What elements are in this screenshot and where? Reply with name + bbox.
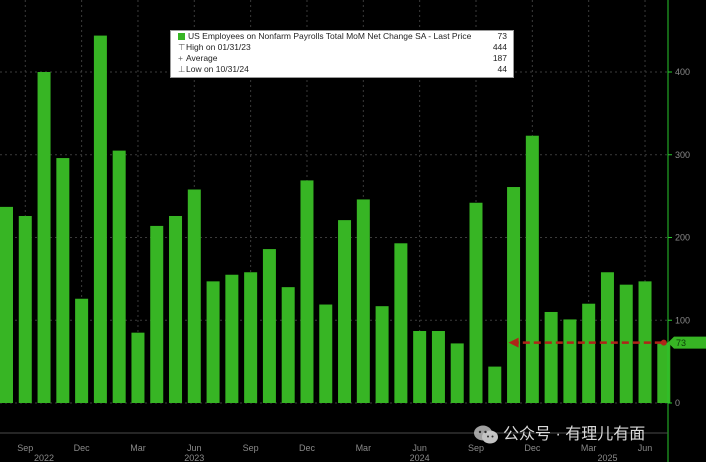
- bar: [131, 332, 145, 403]
- bar: [375, 306, 389, 403]
- arrow-head: [508, 337, 519, 348]
- year-label: 2022: [34, 453, 54, 462]
- x-tick-label: Mar: [356, 443, 372, 453]
- low-marker-icon: ⊥: [178, 64, 186, 74]
- bar: [356, 199, 370, 403]
- bar: [75, 298, 89, 403]
- bar: [0, 206, 13, 403]
- bar: [300, 180, 314, 403]
- watermark: 公众号 · 有理儿有面: [473, 420, 698, 450]
- bar: [450, 343, 464, 403]
- legend: US Employees on Nonfarm Payrolls Total M…: [170, 30, 514, 78]
- bar: [112, 150, 126, 403]
- bar: [169, 215, 183, 403]
- x-tick-label: Jun: [638, 443, 653, 453]
- bar: [544, 311, 558, 403]
- wechat-icon: [474, 425, 498, 444]
- bar: [469, 202, 483, 403]
- x-tick-label: Mar: [130, 443, 146, 453]
- bar: [150, 225, 164, 403]
- x-tick-label: Dec: [74, 443, 91, 453]
- legend-low-row: ⊥Low on 10/31/24 44: [171, 64, 513, 75]
- watermark-text: 公众号 · 有理儿有面: [503, 426, 646, 443]
- last-price-label: 73: [676, 338, 686, 348]
- bar: [56, 158, 70, 403]
- last-price-arrow: [508, 337, 667, 348]
- x-tick-label: Sep: [243, 443, 259, 453]
- bars: [0, 35, 671, 404]
- legend-high-label: High on 01/31/23: [186, 42, 251, 52]
- legend-series-value: 73: [497, 31, 507, 41]
- x-tick-label: Dec: [299, 443, 316, 453]
- bar: [563, 319, 577, 403]
- x-tick-label: Sep: [17, 443, 33, 453]
- bar: [600, 272, 614, 403]
- bar: [93, 35, 107, 404]
- high-marker-icon: ⊤: [178, 42, 186, 52]
- series-swatch: [178, 33, 185, 40]
- y-tick-label: 200: [675, 233, 690, 243]
- y-tick-label: 400: [675, 67, 690, 77]
- legend-average-row: + Average 187: [171, 53, 513, 64]
- year-label: 2025: [597, 453, 617, 462]
- bar: [507, 187, 521, 403]
- bar: [37, 72, 51, 403]
- bar: [281, 287, 295, 403]
- legend-low-value: 44: [497, 64, 507, 74]
- bar: [244, 272, 258, 403]
- legend-average-value: 187: [492, 53, 507, 63]
- bar: [206, 281, 220, 403]
- last-price-tag: [668, 336, 706, 349]
- arrow-origin: [660, 339, 667, 346]
- legend-average-label: Average: [186, 53, 218, 63]
- legend-high-value: 444: [492, 42, 507, 52]
- bar: [262, 249, 276, 403]
- bar: [657, 342, 671, 403]
- x-tick-label: Sep: [468, 443, 484, 453]
- y-tick-label: 100: [675, 315, 690, 325]
- year-label: 2023: [184, 453, 204, 462]
- legend-high-row: ⊤High on 01/31/23 444: [171, 42, 513, 53]
- bar: [187, 189, 201, 403]
- y-tick-label: 300: [675, 150, 690, 160]
- average-marker-icon: +: [178, 53, 183, 63]
- bar: [319, 304, 333, 403]
- bar: [488, 366, 502, 403]
- legend-series-row: US Employees on Nonfarm Payrolls Total M…: [171, 31, 513, 42]
- y-tick-label: 0: [675, 398, 680, 408]
- bar: [18, 215, 32, 403]
- bar: [431, 331, 445, 403]
- bar: [582, 303, 596, 403]
- year-label: 2024: [410, 453, 430, 462]
- x-tick-label: Jun: [412, 443, 427, 453]
- bar: [225, 274, 239, 403]
- x-tick-label: Mar: [581, 443, 597, 453]
- legend-series-name: US Employees on Nonfarm Payrolls Total M…: [188, 31, 472, 41]
- x-tick-label: Dec: [524, 443, 541, 453]
- bar: [338, 220, 352, 403]
- bar: [394, 243, 408, 403]
- bar: [413, 331, 427, 403]
- legend-low-label: Low on 10/31/24: [186, 64, 249, 74]
- x-tick-label: Jun: [187, 443, 202, 453]
- bar: [525, 135, 539, 403]
